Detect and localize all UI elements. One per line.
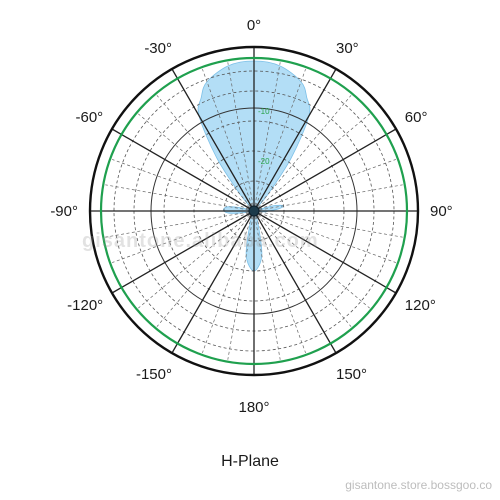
spoke-330 [171,68,255,212]
angle-label--90: -90° [50,203,78,220]
angle-label-120: 120° [405,297,436,314]
angle-label-90: 90° [430,203,453,220]
spoke-210 [171,210,255,354]
angle-label-30: 30° [336,40,359,57]
center-dot [248,205,260,217]
spoke-240 [111,210,255,294]
radial-label-1: -20 [258,157,270,166]
outer-ring [88,45,420,377]
spoke-150 [253,210,337,354]
angle-labels: -10 -20 0° 30° 60° 90° 120° 150° 180° -150° -120° -… [50,17,452,416]
angle-label--60: -60° [76,109,104,126]
watermark-bottom: gisantone.store.bossgoo.co [345,478,492,492]
spoke-60 [253,128,397,212]
angle-label-150: 150° [336,366,367,383]
spoke-120 [253,210,397,294]
radial-label-0: -10 [258,107,270,116]
watermark-center: gisantone.alibaba.com [82,230,319,252]
polar-grid [88,45,420,377]
angle-label-0: 0° [247,17,261,34]
angle-label-60: 60° [405,109,428,126]
chart-title: H-Plane [221,453,279,470]
spoke-30 [253,68,337,212]
angle-label--30: -30° [144,40,172,57]
angle-label-180: 180° [238,399,269,416]
green-ring [99,56,409,366]
angle-label--150: -150° [136,366,172,383]
spoke-300 [111,128,255,212]
angle-label--120: -120° [67,297,103,314]
